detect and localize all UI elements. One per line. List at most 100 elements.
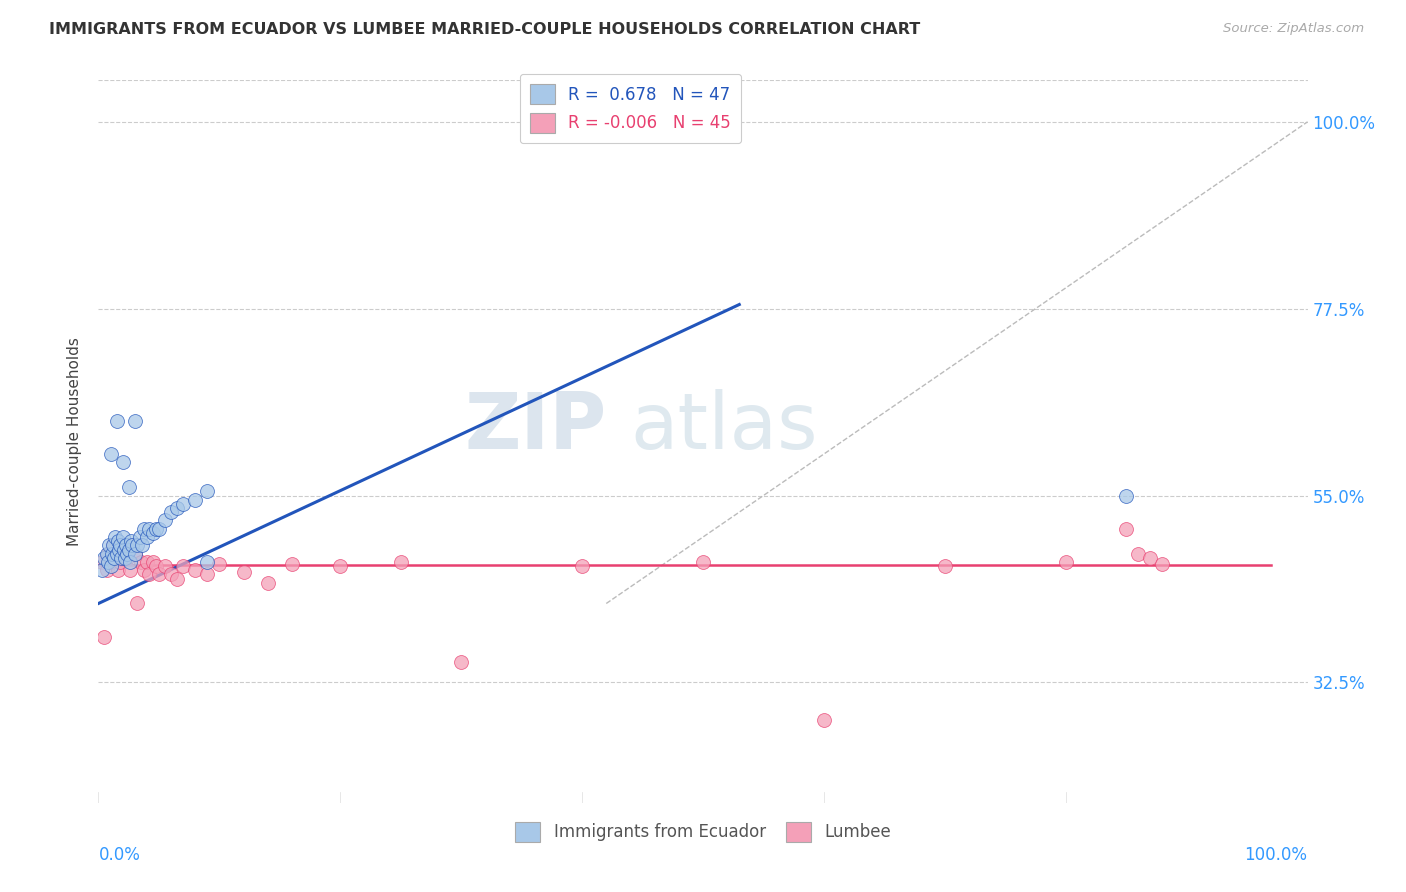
Point — [134, 563, 156, 577]
Point — [153, 513, 176, 527]
Point — [100, 559, 122, 574]
Point — [100, 547, 122, 561]
Point — [813, 713, 835, 727]
Point — [124, 547, 146, 561]
Point — [1139, 550, 1161, 565]
Point — [108, 538, 131, 552]
Point — [118, 542, 141, 557]
Point — [91, 555, 114, 569]
Text: 0.0%: 0.0% — [98, 847, 141, 864]
Point — [195, 567, 218, 582]
Point — [114, 547, 136, 561]
Point — [120, 534, 142, 549]
Point — [115, 538, 138, 552]
Point — [135, 530, 157, 544]
Point — [108, 542, 131, 557]
Point — [117, 547, 139, 561]
Point — [96, 547, 118, 561]
Point — [100, 447, 122, 461]
Point — [105, 547, 128, 561]
Point — [118, 480, 141, 494]
Point — [160, 567, 183, 582]
Text: atlas: atlas — [630, 389, 818, 465]
Point — [1115, 522, 1137, 536]
Point — [184, 492, 207, 507]
Text: IMMIGRANTS FROM ECUADOR VS LUMBEE MARRIED-COUPLE HOUSEHOLDS CORRELATION CHART: IMMIGRANTS FROM ECUADOR VS LUMBEE MARRIE… — [49, 22, 921, 37]
Point — [1054, 555, 1077, 569]
Legend: Immigrants from Ecuador, Lumbee: Immigrants from Ecuador, Lumbee — [509, 815, 897, 848]
Point — [129, 555, 152, 569]
Point — [148, 522, 170, 536]
Point — [450, 655, 472, 669]
Point — [1152, 557, 1174, 571]
Point — [93, 550, 115, 565]
Point — [208, 557, 231, 571]
Point — [142, 525, 165, 540]
Point — [195, 555, 218, 569]
Point — [121, 538, 143, 552]
Point — [97, 547, 120, 561]
Text: ZIP: ZIP — [464, 389, 606, 465]
Point — [91, 563, 114, 577]
Point — [232, 565, 254, 579]
Point — [101, 538, 124, 552]
Point — [93, 630, 115, 644]
Point — [98, 538, 121, 552]
Point — [104, 547, 127, 561]
Point — [153, 559, 176, 574]
Point — [138, 567, 160, 582]
Point — [124, 547, 146, 561]
Point — [105, 414, 128, 428]
Point — [112, 542, 135, 557]
Point — [166, 500, 188, 515]
Point — [1128, 547, 1150, 561]
Point — [111, 550, 134, 565]
Point — [110, 550, 132, 565]
Point — [134, 522, 156, 536]
Point — [195, 484, 218, 499]
Text: 100.0%: 100.0% — [1244, 847, 1308, 864]
Point — [127, 597, 149, 611]
Point — [121, 538, 143, 552]
Point — [128, 530, 150, 544]
Point — [118, 563, 141, 577]
Point — [329, 559, 352, 574]
Point — [148, 567, 170, 582]
Point — [256, 575, 278, 590]
Point — [142, 555, 165, 569]
Point — [166, 572, 188, 586]
Point — [103, 550, 125, 565]
Point — [145, 522, 167, 536]
Point — [104, 530, 127, 544]
Point — [124, 414, 146, 428]
Point — [692, 555, 714, 569]
Point — [111, 530, 134, 544]
Point — [172, 497, 194, 511]
Point — [184, 563, 207, 577]
Point — [131, 538, 153, 552]
Point — [100, 555, 122, 569]
Point — [172, 559, 194, 574]
Point — [101, 538, 124, 552]
Point — [97, 555, 120, 569]
Point — [135, 555, 157, 569]
Text: Source: ZipAtlas.com: Source: ZipAtlas.com — [1223, 22, 1364, 36]
Y-axis label: Married-couple Households: Married-couple Households — [67, 337, 83, 546]
Point — [571, 559, 593, 574]
Point — [1115, 489, 1137, 503]
Point — [281, 557, 304, 571]
Point — [114, 550, 136, 565]
Point — [107, 563, 129, 577]
Point — [117, 550, 139, 565]
Point — [111, 455, 134, 469]
Point — [138, 522, 160, 536]
Point — [118, 555, 141, 569]
Point — [127, 538, 149, 552]
Point — [160, 505, 183, 519]
Point — [145, 559, 167, 574]
Point — [107, 534, 129, 549]
Point — [389, 555, 412, 569]
Point — [96, 563, 118, 577]
Point — [934, 559, 956, 574]
Point — [108, 555, 131, 569]
